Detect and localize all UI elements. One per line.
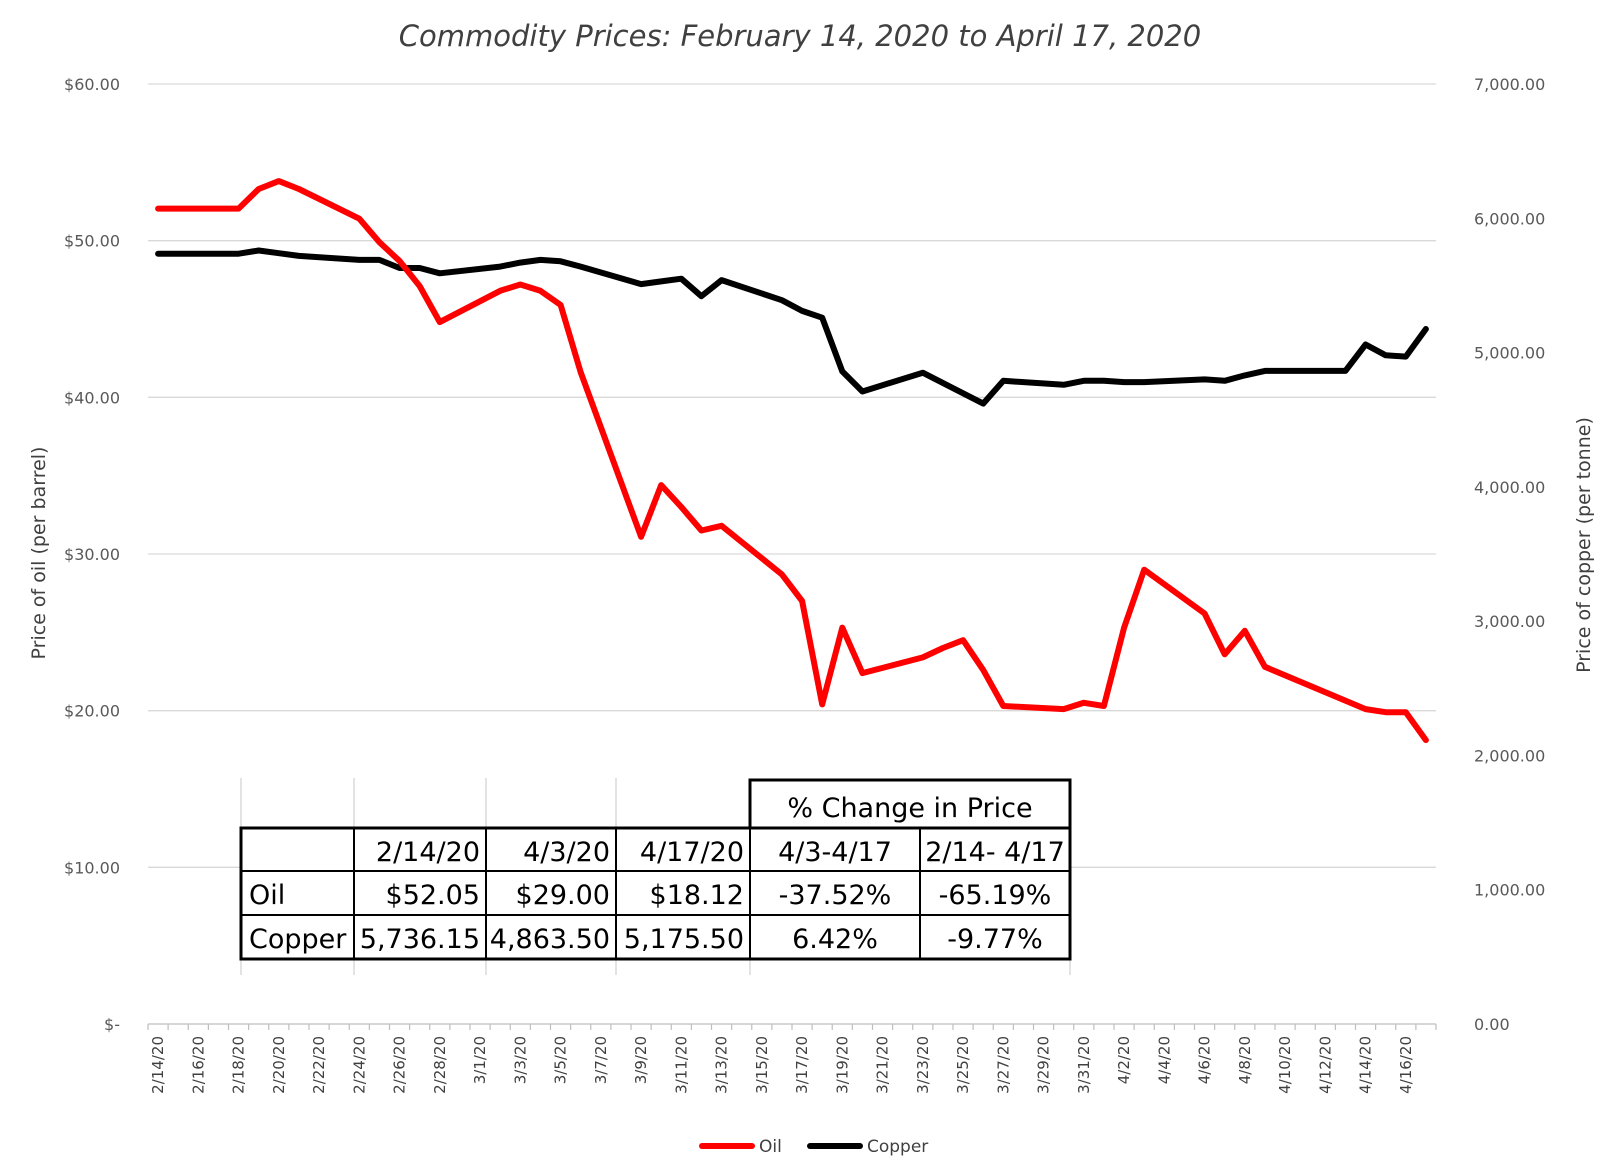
x-tick-label: 4/4/20 xyxy=(1155,1036,1173,1084)
y-tick-label: $20.00 xyxy=(64,702,120,721)
x-tick-label: 3/15/20 xyxy=(753,1036,771,1094)
table-background xyxy=(241,828,1070,959)
x-tick-label: 3/25/20 xyxy=(954,1036,972,1094)
table-cell: Copper xyxy=(249,924,347,955)
table-cell: -65.19% xyxy=(939,880,1052,911)
legend-label-copper: Copper xyxy=(867,1137,928,1157)
y-tick-label: $30.00 xyxy=(64,545,120,564)
y-tick-label: $- xyxy=(104,1015,120,1034)
x-tick-label: 3/3/20 xyxy=(511,1036,529,1084)
table-cell: $18.12 xyxy=(650,880,744,911)
x-tick-label: 3/19/20 xyxy=(833,1036,851,1094)
x-tick-label: 4/12/20 xyxy=(1316,1036,1334,1094)
chart-title: Commodity Prices: February 14, 2020 to A… xyxy=(399,19,1201,53)
y-tick-label: $60.00 xyxy=(64,75,120,94)
x-tick-label: 3/29/20 xyxy=(1035,1036,1053,1094)
x-tick-label: 2/26/20 xyxy=(391,1036,409,1094)
x-tick-label: 2/18/20 xyxy=(230,1036,248,1094)
x-tick-label: 3/9/20 xyxy=(632,1036,650,1084)
table-header-cell: 4/3-4/17 xyxy=(778,837,892,868)
x-tick-label: 3/31/20 xyxy=(1075,1036,1093,1094)
y2-tick-label: 5,000.00 xyxy=(1474,344,1545,363)
y2-tick-label: 6,000.00 xyxy=(1474,209,1545,228)
x-tick-label: 2/28/20 xyxy=(431,1036,449,1094)
y2-tick-label: 7,000.00 xyxy=(1474,75,1545,94)
y2-tick-label: 3,000.00 xyxy=(1474,612,1545,631)
x-tick-label: 3/21/20 xyxy=(874,1036,892,1094)
table-cell: -9.77% xyxy=(947,924,1043,955)
x-tick-label: 2/24/20 xyxy=(350,1036,368,1094)
x-tick-label: 4/10/20 xyxy=(1276,1036,1294,1094)
y2-axis-ticks: 0.00 1,000.00 2,000.00 3,000.00 4,000.00 5,00… xyxy=(1474,75,1545,1034)
table-cell: 5,175.50 xyxy=(624,924,744,955)
x-tick-label: 3/1/20 xyxy=(471,1036,489,1084)
table-header-cell: 4/3/20 xyxy=(523,837,610,868)
y2-tick-label: 0.00 xyxy=(1474,1015,1510,1034)
x-tick-label: 4/8/20 xyxy=(1236,1036,1254,1084)
x-tick-label: 2/14/20 xyxy=(149,1036,167,1094)
table-cell: -37.52% xyxy=(779,880,892,911)
x-tick-label: 2/16/20 xyxy=(189,1036,207,1094)
x-tick-label: 2/22/20 xyxy=(310,1036,328,1094)
series-lines xyxy=(155,178,1429,744)
y-tick-label: $50.00 xyxy=(64,232,120,251)
y-axis-title: Price of oil (per barrel) xyxy=(28,447,50,660)
data-table: % Change in Price 2/14/20 4/3/20 4/17/20 4/3… xyxy=(239,778,1072,975)
y2-tick-label: 4,000.00 xyxy=(1474,478,1545,497)
table-group-header-box xyxy=(748,778,1072,830)
y-tick-label: $10.00 xyxy=(64,858,120,877)
x-tick-label: 3/11/20 xyxy=(672,1036,690,1094)
x-tick-label: 3/5/20 xyxy=(552,1036,570,1084)
table-border xyxy=(239,826,1072,961)
x-tick-label: 4/16/20 xyxy=(1397,1036,1415,1094)
table-cell: Oil xyxy=(249,880,285,911)
series-line-oil xyxy=(155,178,1429,744)
table-header-cell: 4/17/20 xyxy=(640,837,744,868)
x-tick-label: 4/6/20 xyxy=(1196,1036,1214,1084)
x-tick-label: 3/17/20 xyxy=(793,1036,811,1094)
y-tick-label: $40.00 xyxy=(64,388,120,407)
table-cell: 5,736.15 xyxy=(360,924,480,955)
x-tick-label: 3/27/20 xyxy=(994,1036,1012,1094)
table-cell: 4,863.50 xyxy=(490,924,610,955)
table-group-header: % Change in Price xyxy=(787,793,1032,824)
table-header-cell: 2/14/20 xyxy=(376,837,480,868)
legend: Oil Copper xyxy=(699,1137,928,1157)
y-axis-ticks: $- $10.00 $20.00 $30.00 $40.00 $50.00 $60.00 xyxy=(64,75,120,1034)
gridlines xyxy=(148,83,1436,868)
table-cell: 6.42% xyxy=(792,924,878,955)
x-tick-label: 2/20/20 xyxy=(270,1036,288,1094)
table-header-cell: 2/14- 4/17 xyxy=(925,837,1065,868)
x-tick-label: 3/13/20 xyxy=(713,1036,731,1094)
x-tick-label: 4/14/20 xyxy=(1357,1036,1375,1094)
series-line-copper xyxy=(155,247,1429,407)
y2-tick-label: 1,000.00 xyxy=(1474,881,1545,900)
x-axis: 2/14/20 2/16/20 2/18/20 2/20/20 2/22/20 2/24/… xyxy=(147,1023,1437,1094)
x-tick-label: 4/2/20 xyxy=(1115,1036,1133,1084)
table-cell: $29.00 xyxy=(516,880,610,911)
x-tick-label: 3/7/20 xyxy=(592,1036,610,1084)
legend-label-oil: Oil xyxy=(759,1137,782,1157)
y2-tick-label: 2,000.00 xyxy=(1474,746,1545,765)
x-tick-label: 3/23/20 xyxy=(914,1036,932,1094)
table-cell: $52.05 xyxy=(386,880,480,911)
y2-axis-title: Price of copper (per tonne) xyxy=(1573,417,1595,673)
